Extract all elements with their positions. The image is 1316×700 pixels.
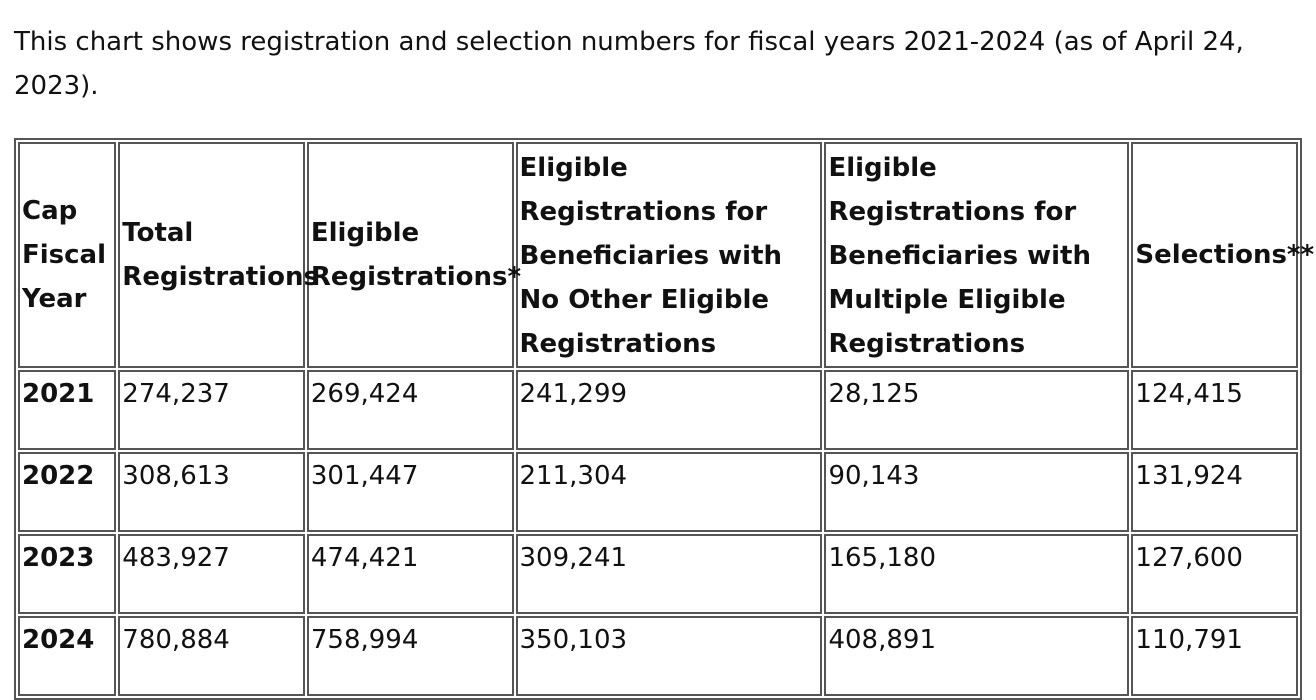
cell-selections: 127,600: [1131, 534, 1298, 614]
header-cap-fiscal-year: Cap Fiscal Year: [18, 142, 117, 368]
cell-selections: 124,415: [1131, 370, 1298, 450]
cell-total-registrations: 274,237: [118, 370, 305, 450]
cell-year: 2021: [18, 370, 117, 450]
table-row: 2022 308,613 301,447 211,304 90,143 131,…: [18, 452, 1298, 532]
registration-table: Cap Fiscal Year Total Registrations Elig…: [14, 138, 1314, 700]
cell-selections: 110,791: [1131, 616, 1298, 696]
cell-multiple-eligible: 90,143: [824, 452, 1130, 532]
cell-eligible-registrations: 301,447: [306, 452, 514, 532]
cell-no-other-eligible: 350,103: [515, 616, 823, 696]
header-total-registrations: Total Registrations: [118, 142, 319, 368]
cell-year: 2022: [18, 452, 117, 532]
header-no-other-eligible: Eligible Registrations for Beneficiaries…: [515, 142, 823, 368]
cell-multiple-eligible: 408,891: [824, 616, 1130, 696]
cell-multiple-eligible: 165,180: [824, 534, 1130, 614]
cell-total-registrations: 308,613: [118, 452, 305, 532]
intro-paragraph: This chart shows registration and select…: [14, 27, 1244, 101]
cell-no-other-eligible: 211,304: [515, 452, 823, 532]
header-multiple-eligible: Eligible Registrations for Beneficiaries…: [824, 142, 1130, 368]
cell-eligible-registrations: 269,424: [306, 370, 514, 450]
cell-total-registrations: 483,927: [118, 534, 305, 614]
table-row: 2023 483,927 474,421 309,241 165,180 127…: [18, 534, 1298, 614]
header-eligible-registrations: Eligible Registrations*: [306, 142, 521, 368]
cell-selections: 131,924: [1131, 452, 1298, 532]
cell-no-other-eligible: 309,241: [515, 534, 823, 614]
cell-multiple-eligible: 28,125: [824, 370, 1130, 450]
cell-year: 2023: [18, 534, 117, 614]
cell-eligible-registrations: 474,421: [306, 534, 514, 614]
table-row: 2021 274,237 269,424 241,299 28,125 124,…: [18, 370, 1298, 450]
cell-eligible-registrations: 758,994: [306, 616, 514, 696]
header-selections: Selections**: [1131, 142, 1314, 368]
cell-no-other-eligible: 241,299: [515, 370, 823, 450]
cell-total-registrations: 780,884: [118, 616, 305, 696]
table-row: 2024 780,884 758,994 350,103 408,891 110…: [18, 616, 1298, 696]
cell-year: 2024: [18, 616, 117, 696]
table-header-row: Cap Fiscal Year Total Registrations Elig…: [18, 142, 1314, 368]
